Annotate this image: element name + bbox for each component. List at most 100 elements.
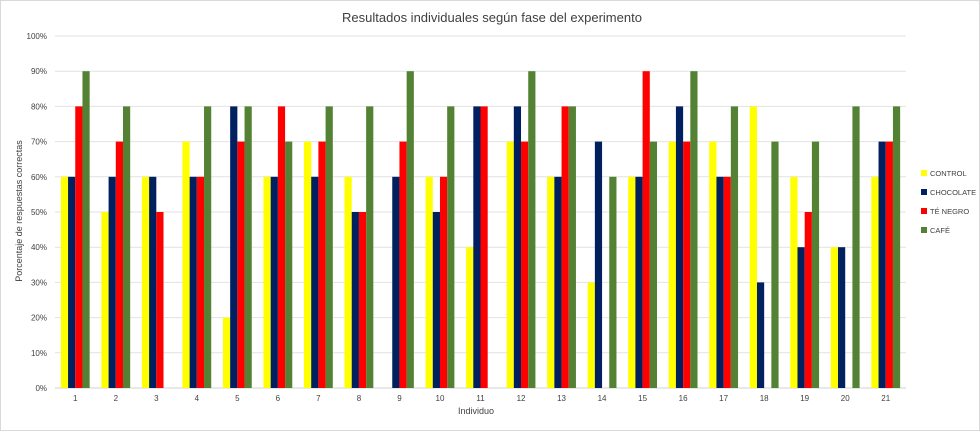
y-axis-label: Porcentaje de respuestas correctas (14, 140, 24, 282)
y-tick-label: 80% (31, 102, 47, 111)
bar-control (506, 141, 514, 388)
bar-control (344, 176, 352, 388)
bar-control (749, 106, 757, 389)
x-tick-label: 11 (476, 394, 485, 403)
x-tick-label: 18 (760, 394, 769, 403)
bar-chocolate (230, 106, 238, 389)
bar-café (892, 106, 901, 389)
x-tick-label: 15 (638, 394, 647, 403)
bar-control (587, 282, 595, 388)
chart-title: Resultados individuales según fase del e… (342, 10, 642, 25)
bar-café (568, 106, 576, 389)
bar-chocolate (189, 176, 197, 388)
bar-chocolate (513, 106, 522, 389)
bar-control (790, 176, 798, 388)
bar-control (871, 176, 879, 388)
x-tick-label: 14 (598, 394, 607, 403)
bar-té-negro (642, 71, 650, 388)
bar-té-negro (156, 212, 164, 388)
bar-control (830, 247, 839, 388)
bar-té-negro (115, 141, 123, 388)
bar-control (182, 141, 190, 388)
y-tick-label: 50% (31, 208, 47, 217)
legend-swatch (921, 208, 927, 214)
bar-té-negro (399, 141, 407, 388)
x-tick-label: 13 (557, 394, 566, 403)
bar-chocolate (878, 141, 886, 388)
bar-té-negro (723, 176, 731, 388)
x-tick-label: 12 (517, 394, 526, 403)
bar-café (244, 106, 252, 389)
x-tick-label: 6 (276, 394, 281, 403)
bars (60, 71, 901, 389)
bar-control (304, 141, 312, 388)
bar-chocolate (797, 247, 805, 388)
bar-control (709, 141, 717, 388)
bar-café (852, 106, 860, 389)
bar-control (222, 317, 231, 388)
bar-chocolate (270, 176, 278, 388)
bar-chocolate (594, 141, 603, 388)
bar-chocolate (473, 106, 481, 389)
y-tick-label: 40% (31, 243, 47, 252)
x-tick-label: 16 (679, 394, 688, 403)
bar-chocolate (838, 247, 846, 388)
bar-control (60, 176, 69, 388)
legend-swatch (921, 170, 927, 176)
bar-café (528, 71, 536, 388)
bar-café (771, 141, 779, 388)
y-tick-label: 30% (31, 278, 47, 287)
bar-té-negro (480, 106, 488, 389)
bar-chocolate (392, 176, 400, 388)
bar-café (122, 106, 131, 389)
x-tick-label: 4 (195, 394, 200, 403)
y-tick-label: 100% (27, 32, 47, 41)
bar-chocolate (108, 176, 116, 388)
bar-café (366, 106, 374, 389)
bar-chocolate (432, 212, 440, 388)
bar-control (628, 176, 636, 388)
y-tick-label: 20% (31, 314, 47, 323)
legend-label: TÉ NEGRO (930, 207, 969, 216)
bar-control (466, 247, 474, 388)
legend: CONTROL CHOCOLATE TÉ NEGRO CAFÉ (921, 169, 976, 235)
y-tick-label: 60% (31, 173, 47, 182)
legend-swatch (921, 189, 927, 195)
bar-café (690, 71, 698, 388)
bar-té-negro (521, 141, 529, 388)
bar-té-negro (885, 141, 893, 388)
bar-chocolate (635, 176, 643, 388)
bar-té-negro (561, 106, 569, 389)
bar-té-negro (237, 141, 245, 388)
bar-chocolate (716, 176, 724, 388)
bar-chocolate (68, 176, 76, 388)
y-tick-label: 0% (35, 384, 47, 393)
bar-chocolate (554, 176, 562, 388)
bar-café (447, 106, 455, 389)
bar-control (668, 141, 676, 388)
x-tick-label: 8 (357, 394, 362, 403)
bar-té-negro (75, 106, 83, 389)
bar-control (263, 176, 271, 388)
legend-label: CONTROL (930, 169, 967, 178)
legend-label: CHOCOLATE (930, 188, 976, 197)
x-tick-label: 5 (235, 394, 240, 403)
bar-té-negro (804, 212, 812, 388)
legend-swatch (921, 227, 927, 233)
bar-café (811, 141, 820, 388)
bar-control (101, 212, 109, 388)
bar-café (204, 106, 212, 389)
bar-control (141, 176, 150, 388)
x-tick-label: 19 (800, 394, 809, 403)
bar-café (609, 176, 617, 388)
x-tick-label: 3 (154, 394, 159, 403)
y-tick-label: 70% (31, 138, 47, 147)
x-tick-label: 1 (73, 394, 78, 403)
y-tick-label: 10% (31, 349, 47, 358)
bar-café (82, 71, 90, 388)
bar-té-negro (318, 141, 326, 388)
bar-chocolate (675, 106, 684, 389)
x-tick-label: 21 (881, 394, 890, 403)
bar-café (406, 71, 414, 388)
bar-café (649, 141, 657, 388)
